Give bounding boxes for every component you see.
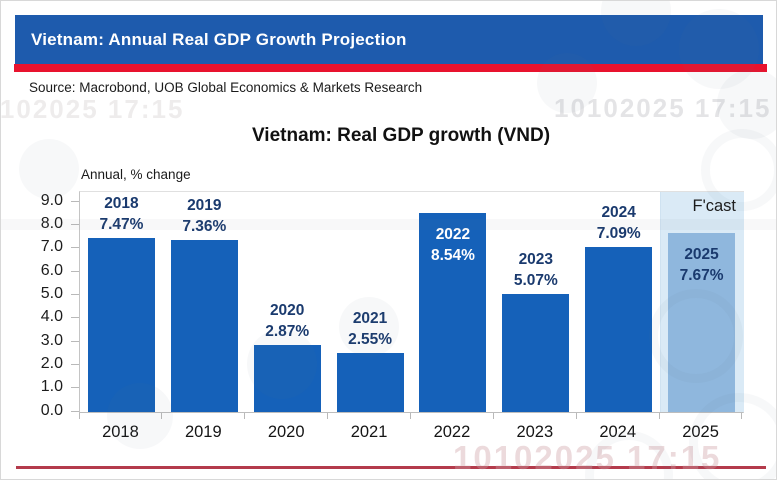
y-tickmark: [71, 340, 79, 342]
x-tickmark: [575, 412, 577, 419]
x-tickmark: [410, 412, 411, 419]
bar-label-value: 7.36%: [182, 218, 227, 236]
y-tickmark: [71, 410, 79, 412]
x-tick-label-2018: 2018: [102, 423, 139, 441]
y-tickmark: [71, 223, 79, 225]
x-tick-label-2025: 2025: [682, 423, 719, 441]
bar-2023: [502, 293, 570, 412]
x-tickmark: [658, 412, 660, 419]
bar-label-2021: 2021 2.55%: [325, 308, 415, 350]
bar-label-year: 2023: [518, 250, 554, 268]
x-axis-tick-labels: 2018 2019 2020 2021 2022 2023 2024 2025: [79, 423, 742, 445]
bar-label-value: 7.09%: [596, 224, 641, 242]
watermark-timestamp: 10102025 17:15: [554, 93, 772, 123]
plot-area: F'cast 2018 7.47% 2019 7.36% 2020 2.87% 2021 2.…: [79, 191, 744, 413]
bar-2024: [585, 246, 653, 412]
bar-label-year: 2024: [601, 203, 636, 221]
report-title: Vietnam: Annual Real GDP Growth Projecti…: [31, 30, 407, 49]
y-tick-label: 1.0: [40, 378, 63, 396]
y-tick-label: 4.0: [40, 308, 63, 326]
y-axis-tick-labels: 9.0 8.0 7.0 6.0 5.0 4.0 3.0 2.0 1.0 0.0: [21, 191, 67, 419]
x-tickmark: [741, 412, 742, 419]
y-tickmark: [71, 387, 79, 389]
x-axis-tickmarks: [79, 412, 742, 419]
x-tickmark: [492, 412, 494, 419]
watermark-circle: [19, 139, 79, 199]
y-tickmark: [71, 270, 79, 272]
y-tick-label: 0.0: [40, 401, 63, 419]
chart-title: Vietnam: Real GDP growth (VND): [251, 125, 551, 146]
y-tick-label: 8.0: [40, 214, 63, 232]
forecast-label: F'cast: [692, 197, 737, 215]
x-tick-label-2020: 2020: [267, 423, 305, 441]
bar-label-value: 2.55%: [348, 330, 393, 348]
y-tick-label: 2.0: [40, 354, 63, 372]
bar-label-year: 2019: [187, 197, 222, 215]
header-red-stripe: [14, 64, 767, 72]
bar-2025: [668, 233, 736, 412]
bar-label-value: 5.07%: [513, 271, 558, 289]
x-tick-label-2019: 2019: [184, 423, 222, 441]
y-tickmark: [71, 200, 79, 202]
x-tickmark: [161, 412, 163, 419]
y-tick-label: 9.0: [40, 191, 63, 209]
x-tick-label-2022: 2022: [433, 423, 471, 441]
bar-label-2022: 2022 8.54%: [408, 224, 498, 266]
bar-2021: [336, 352, 404, 412]
bar-label-year: 2021: [352, 309, 388, 327]
bar-label-year: 2020: [269, 302, 305, 320]
bar-label-value: 8.54%: [430, 246, 475, 264]
y-axis-unit-label: Annual, % change: [81, 167, 191, 182]
bar-label-value: 7.47%: [99, 215, 144, 233]
bar-2018: [87, 237, 155, 412]
bar-label-2018: 2018 7.47%: [76, 193, 166, 235]
bar-2020: [253, 345, 321, 412]
x-tick-label-2021: 2021: [350, 423, 388, 441]
bar-label-year: 2025: [684, 246, 719, 264]
x-tick-label-2024: 2024: [599, 423, 637, 441]
bar-label-2025: 2025 7.67%: [657, 244, 747, 286]
y-tickmark: [71, 363, 79, 365]
footer-red-rule: [16, 466, 766, 469]
y-tick-label: 7.0: [40, 238, 63, 256]
x-tick-label-2023: 2023: [516, 423, 554, 441]
y-tickmark: [71, 247, 79, 249]
watermark-timestamp: 10102025 17:15: [0, 94, 185, 124]
y-tickmark: [71, 293, 79, 295]
bar-2022: [419, 212, 487, 412]
bar-label-value: 7.67%: [679, 267, 724, 285]
bar-label-year: 2018: [104, 194, 139, 212]
x-tickmark: [79, 412, 80, 419]
bar-label-year: 2022: [435, 225, 471, 243]
source-attribution: Source: Macrobond, UOB Global Economics …: [29, 80, 423, 95]
y-axis-tickmarks: [71, 191, 79, 412]
bar-label-2020: 2020 2.87%: [242, 300, 332, 342]
y-tickmark: [71, 317, 79, 319]
y-tick-label: 5.0: [40, 284, 63, 302]
x-tickmark: [244, 412, 246, 419]
y-tick-label: 6.0: [40, 261, 63, 279]
x-tickmark: [327, 412, 329, 419]
y-tick-label: 3.0: [40, 331, 63, 349]
bar-label-2019: 2019 7.36%: [159, 195, 249, 237]
bar-label-value: 2.87%: [265, 323, 310, 341]
bar-label-2024: 2024 7.09%: [574, 202, 664, 244]
report-header-bar: Vietnam: Annual Real GDP Growth Projecti…: [15, 15, 763, 64]
bar-label-2023: 2023 5.07%: [491, 249, 581, 291]
bar-2019: [170, 240, 238, 412]
